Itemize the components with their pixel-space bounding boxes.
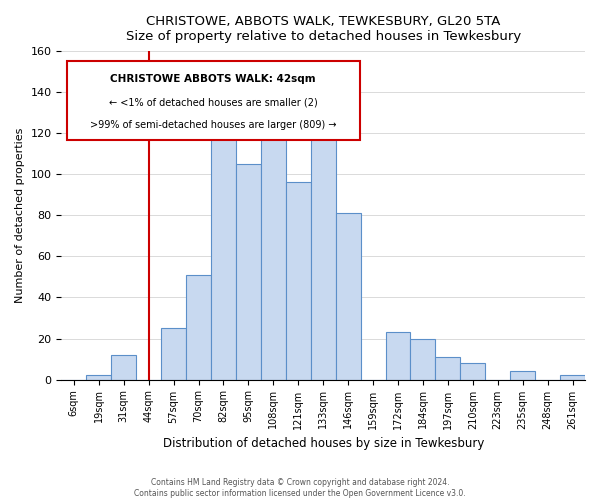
Text: >99% of semi-detached houses are larger (809) →: >99% of semi-detached houses are larger … bbox=[90, 120, 337, 130]
Y-axis label: Number of detached properties: Number of detached properties bbox=[15, 128, 25, 303]
Bar bbox=[186, 275, 211, 380]
Bar bbox=[86, 376, 111, 380]
Bar bbox=[286, 182, 311, 380]
Bar bbox=[335, 214, 361, 380]
Title: CHRISTOWE, ABBOTS WALK, TEWKESBURY, GL20 5TA
Size of property relative to detach: CHRISTOWE, ABBOTS WALK, TEWKESBURY, GL20… bbox=[125, 15, 521, 43]
Bar bbox=[510, 372, 535, 380]
Bar bbox=[236, 164, 261, 380]
Text: Contains HM Land Registry data © Crown copyright and database right 2024.
Contai: Contains HM Land Registry data © Crown c… bbox=[134, 478, 466, 498]
Bar bbox=[261, 129, 286, 380]
Bar bbox=[111, 355, 136, 380]
Bar bbox=[161, 328, 186, 380]
Bar bbox=[386, 332, 410, 380]
Bar bbox=[410, 338, 436, 380]
Text: CHRISTOWE ABBOTS WALK: 42sqm: CHRISTOWE ABBOTS WALK: 42sqm bbox=[110, 74, 316, 84]
Bar bbox=[436, 357, 460, 380]
Bar bbox=[460, 363, 485, 380]
Text: ← <1% of detached houses are smaller (2): ← <1% of detached houses are smaller (2) bbox=[109, 97, 317, 107]
Bar bbox=[211, 110, 236, 380]
Bar bbox=[560, 376, 585, 380]
FancyBboxPatch shape bbox=[67, 61, 360, 140]
X-axis label: Distribution of detached houses by size in Tewkesbury: Distribution of detached houses by size … bbox=[163, 437, 484, 450]
Bar bbox=[311, 125, 335, 380]
